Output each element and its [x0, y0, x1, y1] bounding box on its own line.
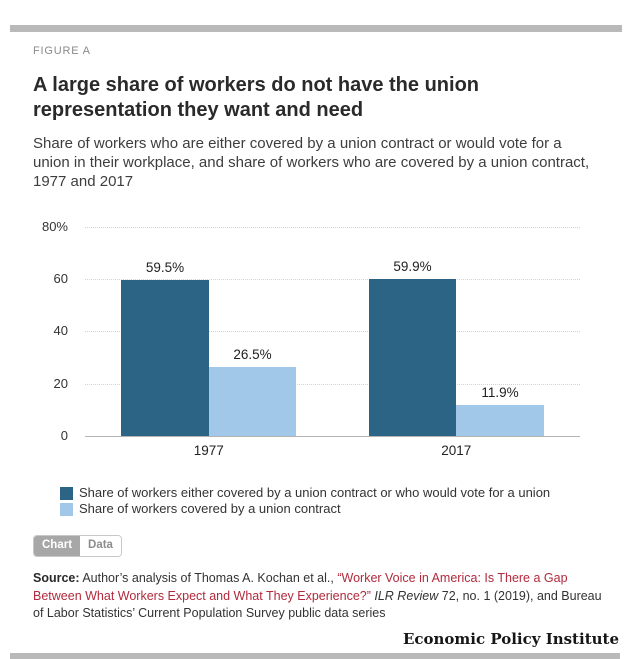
bottom-divider-bar [10, 652, 620, 659]
source-link[interactable]: “Worker Voice in America: Is There a Gap… [33, 571, 568, 603]
source-text-1: Author’s analysis of Thomas A. Kochan et… [79, 571, 338, 585]
page-title: A large share of workers do not have the… [33, 74, 480, 121]
chart-data-toggle: Chart Data [33, 535, 122, 557]
y-tick-label-80: 80% [41, 218, 68, 234]
y-tick-label-60: 60 [53, 271, 68, 287]
bar-value-label-2017-series1: 59.9% [393, 259, 432, 275]
source-label: Source: [33, 571, 80, 585]
footer-brand: Economic Policy Institute [402, 629, 619, 648]
y-tick-label-40: 40 [53, 323, 68, 339]
page-subtitle: Share of workers who are either covered … [33, 135, 590, 190]
legend-label-series2: Share of workers covered by a union cont… [79, 501, 341, 516]
journal-name: ILR Review [370, 588, 442, 603]
bar-1977-series2 [208, 366, 297, 436]
tab-chart[interactable]: Chart [34, 536, 81, 556]
legend-swatch-dark-blue [60, 486, 73, 500]
x-axis-label-2017: 2017 [441, 443, 472, 458]
legend-item-series2: Share of workers covered by a union cont… [60, 501, 602, 517]
figure-label: FIGURE A [33, 45, 91, 57]
source-text-2: 72, no. 1 (2019), and Bureau of Labor St… [33, 588, 602, 621]
legend-item-series1: Share of workers either covered by a uni… [60, 485, 602, 501]
legend-label-series1: Share of workers either covered by a uni… [79, 485, 551, 500]
bar-1977-series1 [121, 280, 209, 436]
bar-value-label-2017-series2: 11.9% [481, 384, 519, 400]
gridline-20 [85, 383, 580, 385]
bar-value-label-1977-series1: 59.5% [145, 260, 185, 276]
source-note: Source: Author’s analysis of Thomas A. K… [33, 570, 602, 623]
bar-2017-series1 [368, 279, 457, 436]
x-axis-line [85, 436, 580, 437]
bar-2017-series2 [456, 404, 544, 436]
bar-value-label-1977-series2: 26.5% [233, 346, 272, 362]
chart-legend: Share of workers either covered by a uni… [60, 485, 602, 517]
tab-data[interactable]: Data [80, 536, 121, 556]
y-tick-label-0: 0 [60, 428, 68, 443]
bar-chart: 0 20 40 60 80% 59.5% 26.5% 1977 59.9% 11.9% 2017 [0, 213, 635, 460]
gridline-40 [85, 331, 580, 333]
top-divider-bar [10, 25, 622, 32]
gridline-60 [85, 279, 580, 281]
y-tick-label-20: 20 [53, 375, 68, 391]
gridline-80 [85, 226, 580, 228]
x-axis-label-1977: 1977 [193, 443, 224, 458]
legend-swatch-light-blue [60, 502, 73, 516]
